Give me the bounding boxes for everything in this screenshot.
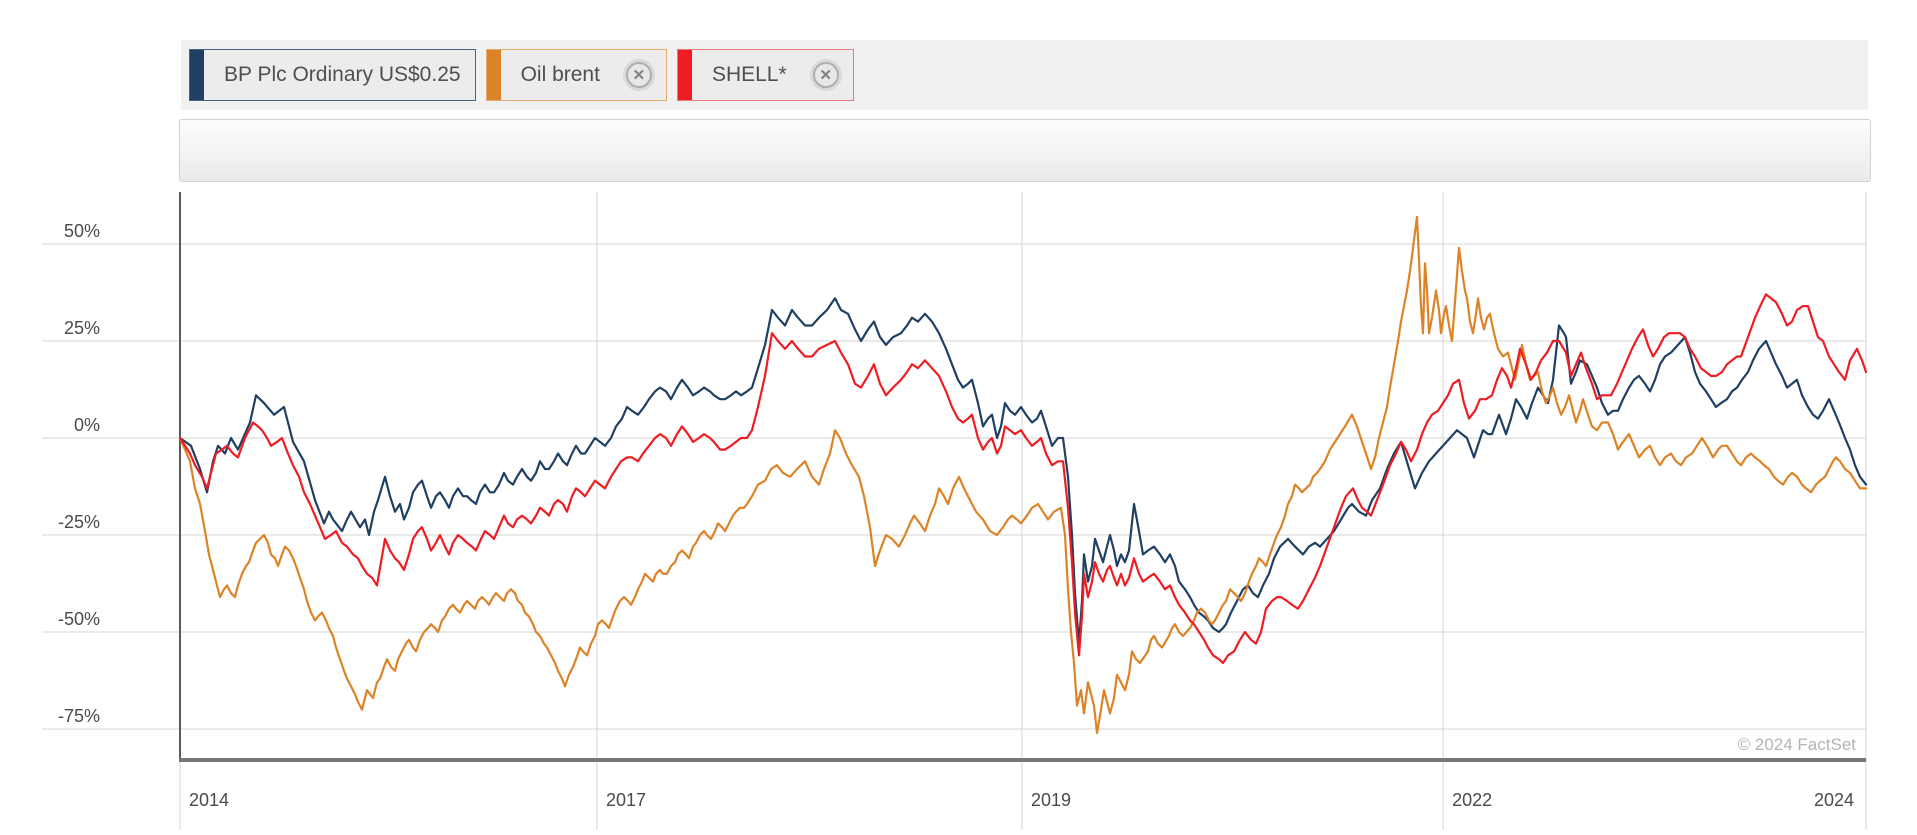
- legend-chip-brent-label: Oil brent: [520, 63, 600, 86]
- series-color-bar-brent: [486, 50, 501, 100]
- legend-chip-shell-label: SHELL*: [711, 63, 787, 86]
- y-tick-label: 25%: [64, 318, 100, 338]
- legend-chip-bp[interactable]: BP Plc Ordinary US$0.25: [189, 49, 476, 101]
- factset-watermark: © 2024 FactSet: [1738, 735, 1857, 754]
- y-tick-label: -75%: [58, 706, 100, 726]
- y-tick-label: 50%: [64, 221, 100, 241]
- x-tick-label: 2014: [189, 790, 229, 810]
- series-line-brent: [178, 215, 1868, 735]
- legend-chip-bp-label: BP Plc Ordinary US$0.25: [224, 63, 461, 86]
- chart-toolbar: [179, 119, 1871, 182]
- y-tick-label: -50%: [58, 609, 100, 629]
- y-tick-label: 0%: [74, 415, 100, 435]
- remove-series-icon[interactable]: ✕: [625, 62, 652, 88]
- remove-series-icon[interactable]: ✕: [812, 62, 839, 88]
- series-color-bar-shell: [677, 50, 692, 100]
- y-tick-label: -25%: [58, 512, 100, 532]
- legend-chip-shell[interactable]: SHELL* ✕: [676, 49, 854, 101]
- series-line-bp: [178, 297, 1868, 645]
- legend-strip: BP Plc Ordinary US$0.25 Oil brent ✕ SHEL…: [181, 40, 1868, 110]
- series-color-bar-bp: [190, 50, 204, 100]
- x-tick-label: 2024: [1814, 790, 1854, 810]
- legend-chip-brent[interactable]: Oil brent ✕: [485, 49, 667, 101]
- x-tick-label: 2022: [1452, 790, 1492, 810]
- x-tick-label: 2019: [1031, 790, 1071, 810]
- x-tick-label: 2017: [606, 790, 646, 810]
- series-line-shell: [178, 293, 1868, 665]
